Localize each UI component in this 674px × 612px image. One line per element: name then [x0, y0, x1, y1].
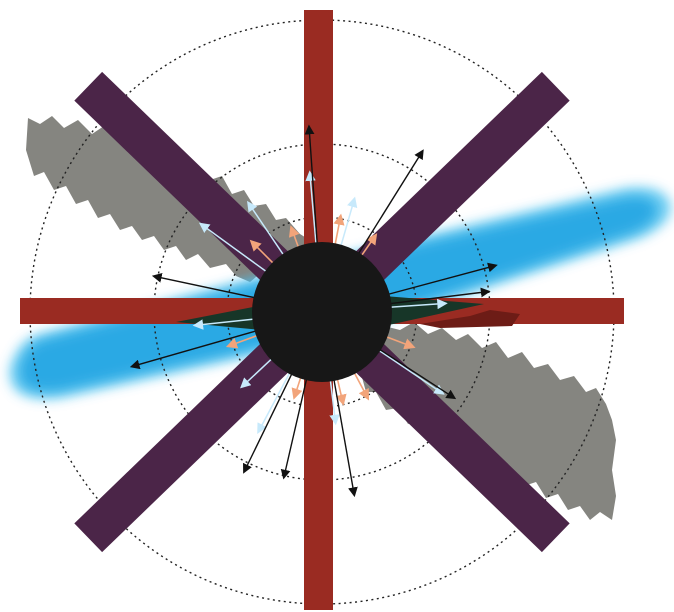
gray-band-lower-right [360, 322, 616, 520]
black-arrow-4 [381, 262, 498, 297]
black-arrow-group [129, 124, 498, 498]
black-arrow-3 [151, 273, 262, 300]
dark-wedge-right [384, 296, 484, 326]
light-blue-arrow-9 [329, 375, 340, 426]
orange-arrow-4 [249, 239, 276, 266]
light-blue-arrow-5 [385, 298, 448, 310]
light-blue-arrow-2 [338, 196, 358, 251]
orange-arrow-9 [383, 334, 416, 350]
center-disk [252, 242, 392, 382]
dark-red-wedge-right [420, 310, 520, 328]
orange-arrow-1 [333, 213, 345, 248]
black-arrow-10 [280, 372, 309, 480]
black-arrow-6 [383, 287, 491, 306]
light-blue-arrow-6 [192, 317, 259, 330]
light-blue-arrow-7 [240, 355, 276, 389]
light-blue-arrow-10 [257, 368, 293, 434]
black-arrow-9 [332, 372, 358, 498]
light-blue-arrow-3 [247, 200, 287, 260]
light-blue-arrow-group [192, 170, 448, 434]
black-arrow-1 [304, 124, 319, 251]
black-arrow-2 [354, 149, 424, 260]
black-arrow-5 [129, 328, 263, 370]
orange-arrow-5 [352, 369, 370, 401]
light-blue-arrow-4 [198, 222, 271, 276]
light-blue-arrow-1 [305, 170, 318, 249]
orange-arrow-8 [225, 333, 261, 349]
orange-arrow-6 [291, 374, 303, 400]
black-arrow-8 [243, 367, 296, 474]
light-blue-arrow-8 [374, 347, 445, 395]
black-arrow-7 [373, 345, 457, 400]
orange-arrow-7 [335, 376, 347, 406]
orange-arrow-3 [359, 233, 378, 259]
